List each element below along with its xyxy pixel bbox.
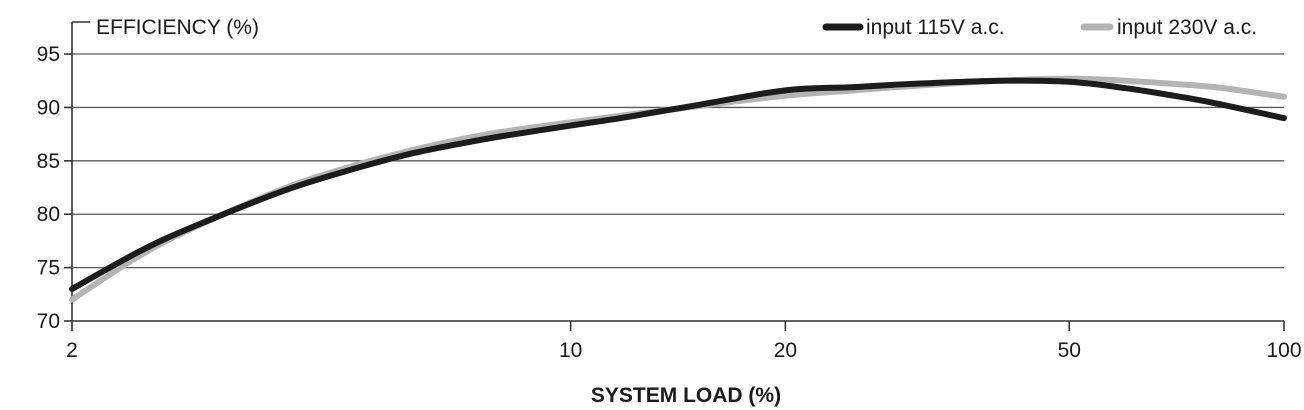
x-tick-label-2: 2: [66, 339, 78, 362]
y-tick-label-75: 75: [37, 257, 60, 280]
axes: [64, 21, 1285, 331]
y-axis-title: EFFICIENCY (%): [96, 16, 259, 39]
x-axis-title: SYSTEM LOAD (%): [591, 384, 781, 407]
series-lines: [69, 75, 1287, 303]
tick-labels: 70 75 80 85 90 95 2 10 20 50 100: [37, 43, 1302, 362]
y-tick-label-90: 90: [37, 96, 60, 119]
series-line-230v: [69, 75, 1287, 303]
legend-label-115v: input 115V a.c.: [866, 16, 1005, 39]
grid-lines: [72, 53, 1284, 269]
series-line-115v: [69, 77, 1287, 292]
x-tick-label-20: 20: [774, 339, 797, 362]
legend: input 115V a.c. input 230V a.c.: [822, 16, 1257, 39]
legend-label-230v: input 230V a.c.: [1117, 16, 1257, 39]
x-tick-label-50: 50: [1058, 339, 1081, 362]
y-tick-label-85: 85: [37, 150, 60, 173]
x-tick-label-100: 100: [1266, 339, 1301, 362]
y-tick-label-70: 70: [37, 310, 60, 333]
y-tick-label-95: 95: [37, 43, 60, 66]
x-tick-label-10: 10: [559, 339, 582, 362]
y-tick-label-80: 80: [37, 203, 60, 226]
